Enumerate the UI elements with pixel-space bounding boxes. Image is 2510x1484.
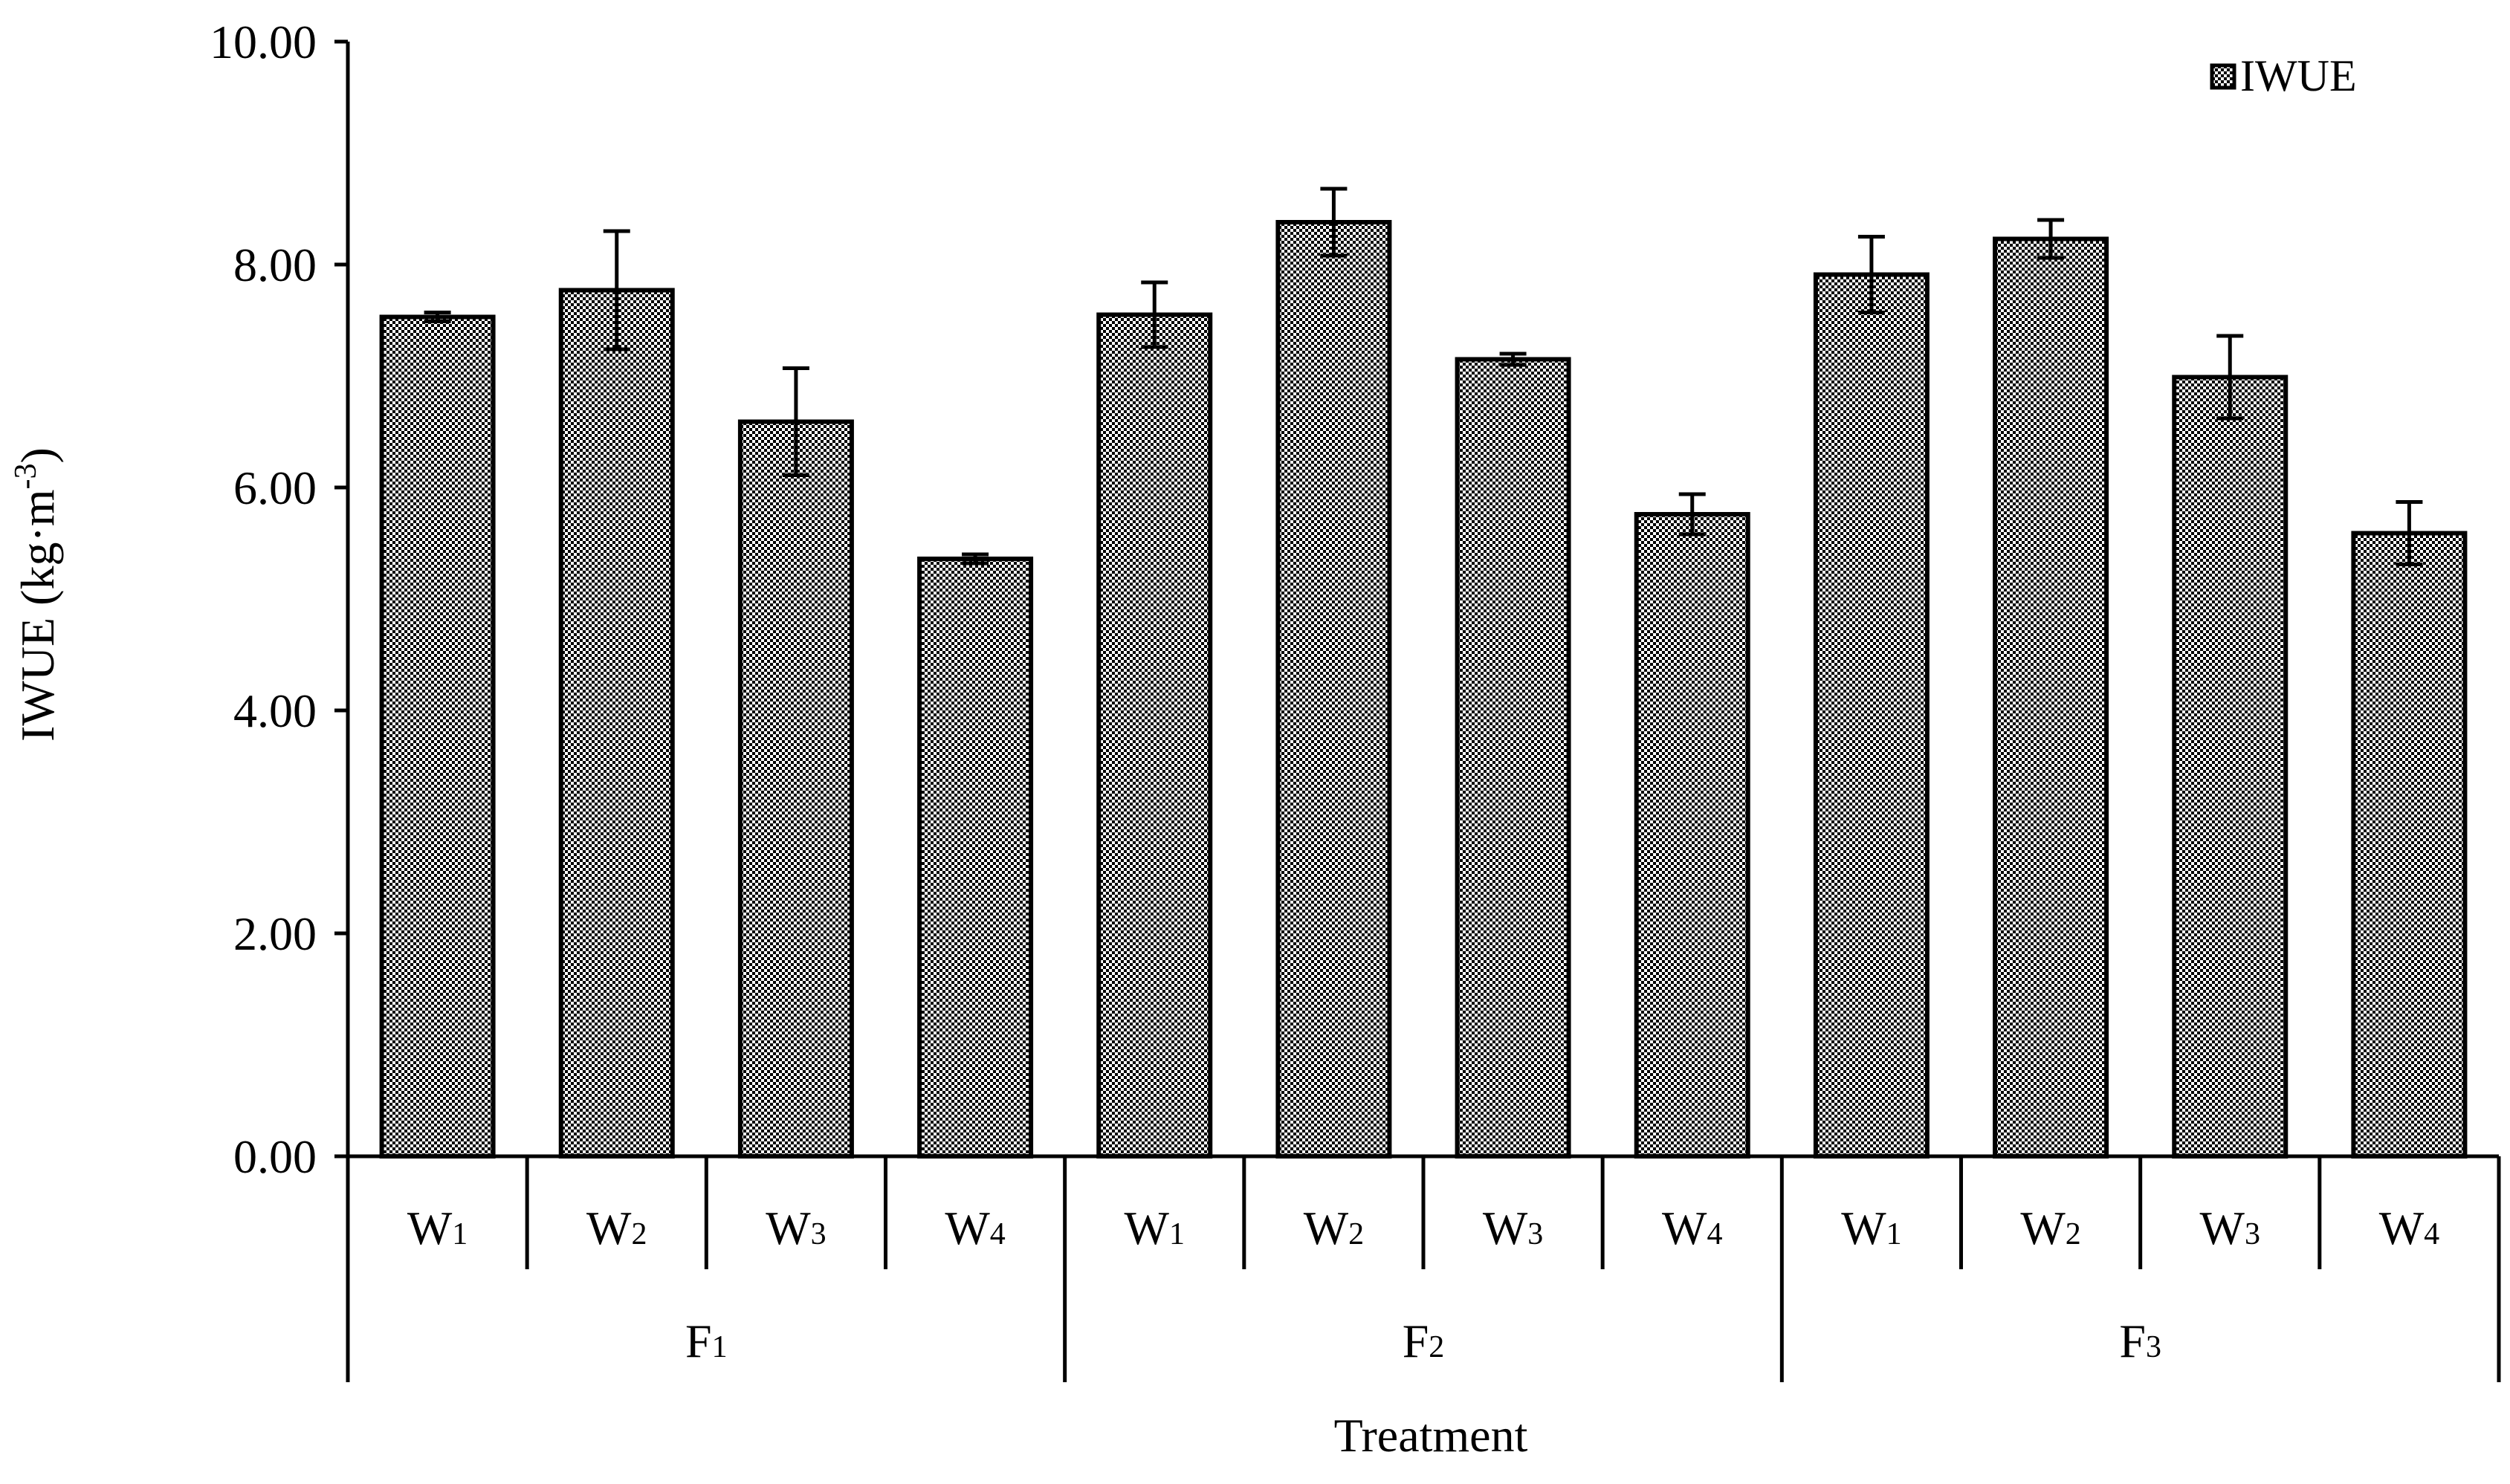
group-label: F3 (2119, 1315, 2161, 1367)
category-label: W3 (1483, 1202, 1543, 1254)
group-label: F2 (1403, 1315, 1445, 1367)
bar (1634, 512, 1750, 1159)
y-axis: 0.00 2.00 4.00 6.00 8.00 10.00 (210, 16, 350, 1183)
bar (2172, 375, 2289, 1159)
bar (1096, 312, 1213, 1159)
x-axis-title: Treatment (1334, 1409, 1528, 1462)
bar (1455, 357, 1571, 1159)
bar (2351, 531, 2468, 1159)
group-label: F1 (685, 1315, 728, 1367)
legend-label: IWUE (2240, 51, 2357, 100)
bar (1275, 220, 1392, 1159)
y-axis-title: IWUE (kg·m-3) (9, 447, 64, 742)
y-tick-label: 10.00 (210, 16, 317, 68)
category-label: W4 (1662, 1202, 1722, 1254)
category-label: W1 (1125, 1202, 1185, 1254)
bar (1993, 236, 2109, 1159)
category-label: W2 (586, 1202, 647, 1254)
y-tick-label: 2.00 (233, 907, 317, 960)
category-label: W3 (766, 1202, 826, 1254)
category-label: W3 (2200, 1202, 2260, 1254)
bar (1813, 272, 1930, 1159)
category-label: W1 (407, 1202, 468, 1254)
bar (558, 288, 675, 1159)
y-tick-label: 6.00 (233, 461, 317, 514)
x-axis: W1 W2 W3 W4 W1 W2 W3 W4 W1 W2 W3 W4 F1 F2 F3 (346, 1154, 2501, 1382)
bar (379, 314, 496, 1159)
legend: IWUE (2210, 51, 2357, 100)
bars (379, 187, 2468, 1159)
y-tick-label: 4.00 (233, 684, 317, 737)
y-tick-label: 0.00 (233, 1130, 317, 1183)
bar (737, 419, 854, 1159)
category-label: W2 (1304, 1202, 1364, 1254)
legend-swatch (2210, 63, 2236, 90)
category-label: W1 (1841, 1202, 1901, 1254)
y-tick-label: 8.00 (233, 239, 317, 291)
category-label: W2 (2020, 1202, 2080, 1254)
category-label: W4 (945, 1202, 1005, 1254)
category-label: W4 (2379, 1202, 2439, 1254)
bar (917, 557, 1034, 1159)
